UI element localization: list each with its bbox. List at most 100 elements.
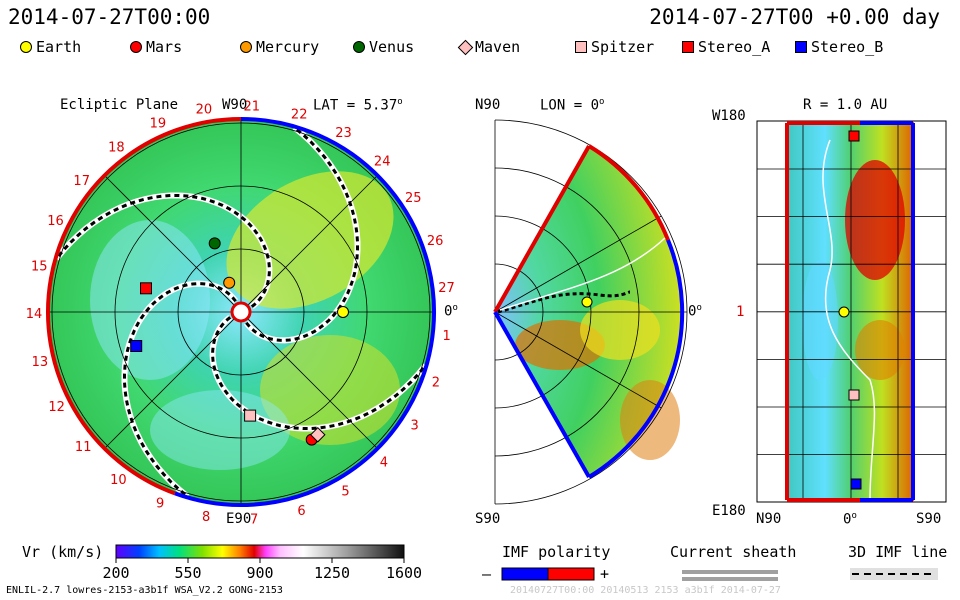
carrington-label: 8 (202, 510, 210, 525)
colorbar-tick-label: 550 (174, 564, 201, 582)
meridional-right-label: 0o (688, 303, 702, 320)
meridional-spoke (494, 215, 662, 313)
imf-polarity-title: IMF polarity (502, 543, 611, 561)
imf-polarity-rim (174, 117, 436, 507)
spitzer-marker-radius (848, 389, 860, 401)
carrington-label: 18 (108, 141, 125, 156)
radius-top-label: W180 (712, 108, 746, 124)
radius-x-right-label: S90 (916, 511, 942, 527)
radius-bottom-label: E180 (712, 503, 746, 519)
carrington-label: 15 (31, 259, 48, 274)
carrington-label: 6 (297, 504, 305, 519)
body-legend: Earth Mars Mercury Venus Maven Spitzer Stereo_… (10, 38, 950, 58)
venus-marker (208, 237, 221, 250)
legend-item-earth: Earth (20, 38, 81, 56)
current-sheath-line-1 (682, 570, 778, 574)
carrington-label: 17 (73, 174, 90, 189)
legend-item-label: Maven (475, 38, 521, 56)
carrington-label: 21 (244, 99, 261, 114)
imf-negative-swatch (501, 567, 549, 581)
ecliptic-title: Ecliptic Plane (60, 97, 179, 113)
circle-icon (20, 41, 32, 53)
earth-marker-meridional (581, 296, 593, 308)
carrington-label: 7 (250, 513, 258, 528)
stereo-a-marker-radius (848, 130, 860, 142)
stereo-b-marker (130, 340, 143, 352)
stereo-a-marker (140, 282, 152, 295)
legend-item-spitzer: Spitzer (575, 38, 654, 56)
imf-plus-label: + (600, 565, 610, 583)
ecliptic-right-label: 0o (444, 303, 458, 320)
current-sheath-title: Current sheath (670, 543, 797, 561)
radius-panel (756, 120, 947, 503)
run-id-footer: 20140727T00:00 20140513 2153 a3b1f 2014-… (510, 585, 781, 596)
earth-marker-radius (838, 306, 850, 318)
mercury-marker (223, 276, 236, 289)
carrington-label: 19 (150, 116, 167, 131)
ecliptic-lat-label: LAT = 5.37o (313, 97, 403, 114)
legend-item-label: Mercury (256, 38, 320, 56)
earth-marker (337, 306, 349, 318)
vr-label: Vr (km/s) (22, 543, 104, 561)
radius-x-left-label: N90 (756, 511, 782, 527)
carrington-label: 5 (341, 485, 349, 500)
circle-icon (130, 41, 142, 53)
carrington-label: 13 (32, 355, 49, 370)
legend-item-label: Stereo_A (698, 38, 771, 56)
meridional-bottom-label: S90 (475, 511, 501, 527)
square-icon (795, 41, 807, 53)
carrington-label: 11 (75, 440, 92, 455)
legend-item-label: Mars (146, 38, 183, 56)
carrington-label: 16 (47, 214, 64, 229)
radius-title: R = 1.0 AU (803, 97, 888, 113)
colorbar-tick-label: 900 (246, 564, 273, 582)
colorbar-tick-label: 1600 (386, 564, 422, 582)
imf-polarity-rim (46, 117, 242, 496)
colorbar-ticks: 200 550 900 1250 1600 (102, 558, 422, 582)
imf3d-title: 3D IMF line (848, 543, 948, 561)
legend-item-label: Spitzer (591, 38, 655, 56)
colorbar-tick-label: 1250 (314, 564, 350, 582)
carrington-label: 2 (432, 376, 440, 391)
square-icon (575, 41, 587, 53)
ecliptic-bottom-label: E90 (226, 511, 252, 527)
sun-icon (230, 301, 252, 323)
ecliptic-top-label: W90 (222, 97, 248, 113)
carrington-label: 4 (380, 456, 388, 471)
square-icon (682, 41, 694, 53)
meridional-panel (493, 119, 688, 505)
carrington-label: 22 (291, 107, 308, 122)
legend-item-maven: Maven (457, 38, 521, 56)
spiral-line (55, 194, 271, 308)
legend-item-stereo-b: Stereo_B (795, 38, 883, 56)
imf-positive-swatch (547, 567, 595, 581)
carrington-label: 1 (443, 329, 451, 344)
spiral-line (211, 316, 427, 430)
legend-item-mercury: Mercury (240, 38, 319, 56)
carrington-label: 27 (438, 281, 455, 296)
legend-item-mars: Mars (130, 38, 182, 56)
carrington-label: 23 (335, 126, 352, 141)
circle-icon (353, 41, 365, 53)
carrington-label: 24 (374, 155, 391, 170)
carrington-label: 3 (410, 419, 418, 434)
spitzer-marker (244, 409, 257, 422)
date-title-left: 2014-07-27T00:00 (8, 5, 211, 29)
carrington-label: 26 (427, 234, 444, 249)
model-footer: ENLIL-2.7 lowres-2153-a3b1f WSA_V2.2 GON… (6, 585, 283, 596)
meridional-top-label: N90 (475, 97, 501, 113)
circle-icon (240, 41, 252, 53)
colorbar-tick-label: 200 (102, 564, 129, 582)
legend-item-label: Venus (369, 38, 415, 56)
ecliptic-rim (46, 117, 436, 507)
radius-x-mid-label: 0o (843, 511, 857, 528)
stereo-b-marker-radius (850, 478, 862, 490)
carrington-label: 25 (405, 191, 422, 206)
date-title-right: 2014-07-27T00 +0.00 day (649, 5, 940, 29)
legend-item-label: Stereo_B (811, 38, 884, 56)
radius-middle-label: 1 (736, 304, 745, 320)
carrington-label: 14 (26, 307, 43, 322)
